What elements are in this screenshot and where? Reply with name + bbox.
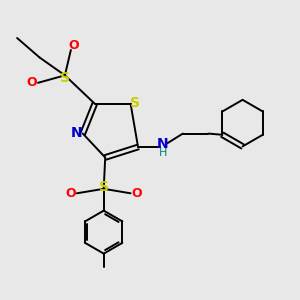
Text: O: O	[65, 187, 76, 200]
Text: S: S	[60, 71, 70, 85]
Text: O: O	[68, 39, 79, 52]
Text: O: O	[26, 76, 37, 89]
Text: N: N	[157, 137, 169, 151]
Text: S: S	[130, 96, 140, 110]
Text: S: S	[99, 180, 109, 194]
Text: H: H	[159, 148, 167, 158]
Text: N: N	[70, 126, 82, 140]
Text: O: O	[132, 187, 142, 200]
